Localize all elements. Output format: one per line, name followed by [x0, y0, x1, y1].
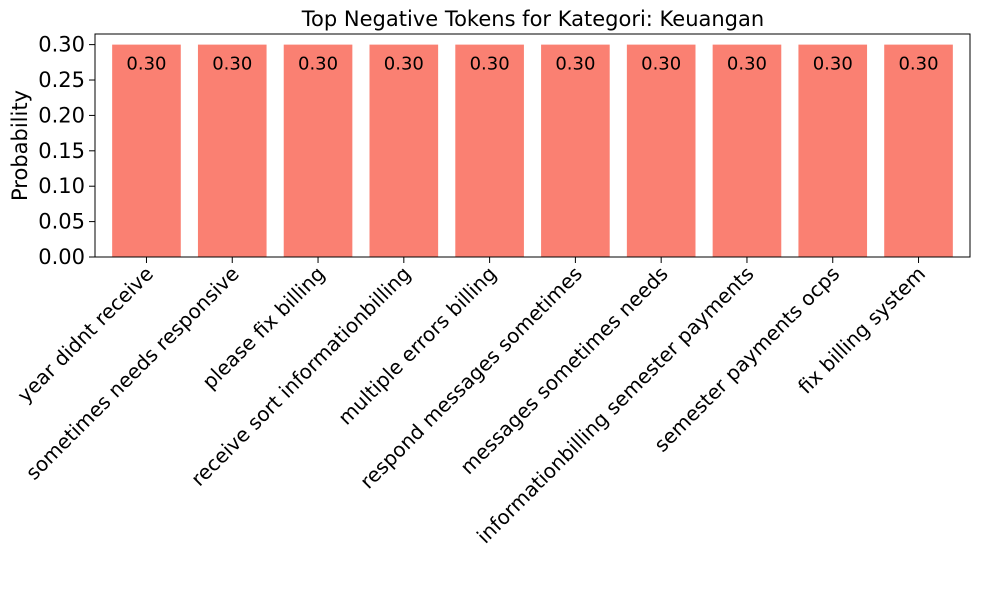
y-tick-label: 0.05 — [38, 210, 85, 234]
y-tick-label: 0.20 — [38, 103, 85, 127]
chart-title: Top Negative Tokens for Kategori: Keuang… — [301, 7, 764, 31]
bar — [712, 44, 782, 257]
bar-value-label: 0.30 — [898, 54, 938, 75]
bars — [112, 44, 953, 257]
y-tick-label: 0.10 — [38, 174, 85, 198]
bar-value-label: 0.30 — [470, 54, 510, 75]
bar — [626, 44, 696, 257]
bar-value-label: 0.30 — [298, 54, 338, 75]
y-tick-label: 0.30 — [38, 33, 85, 57]
bar-value-label: 0.30 — [212, 54, 252, 75]
y-tick-label: 0.15 — [38, 139, 85, 163]
bar-value-label: 0.30 — [641, 54, 681, 75]
bar-value-label: 0.30 — [727, 54, 767, 75]
y-axis-ticks: 0.00 0.05 0.10 0.15 0.20 0.25 0.30 — [38, 33, 95, 269]
bar — [283, 44, 353, 257]
bar — [112, 44, 181, 257]
y-axis-label: Probability — [8, 90, 32, 201]
bar — [798, 44, 868, 257]
bar — [455, 44, 524, 257]
bar-value-label: 0.30 — [813, 54, 853, 75]
bar — [541, 44, 610, 257]
x-tick-label: multiple errors billing — [333, 262, 501, 430]
plot-area-frame — [94, 33, 971, 258]
bar-value-label: 0.30 — [126, 54, 166, 75]
bar — [884, 44, 953, 257]
y-tick-label: 0.00 — [38, 245, 85, 269]
bar — [197, 44, 267, 257]
data-labels: 0.30 0.30 0.30 0.30 0.30 0.30 0.30 0.30 0.30 0.30 — [126, 54, 938, 75]
bar — [369, 44, 439, 257]
bar-value-label: 0.30 — [555, 54, 595, 75]
y-tick-label: 0.25 — [38, 68, 85, 92]
bar-value-label: 0.30 — [384, 54, 424, 75]
